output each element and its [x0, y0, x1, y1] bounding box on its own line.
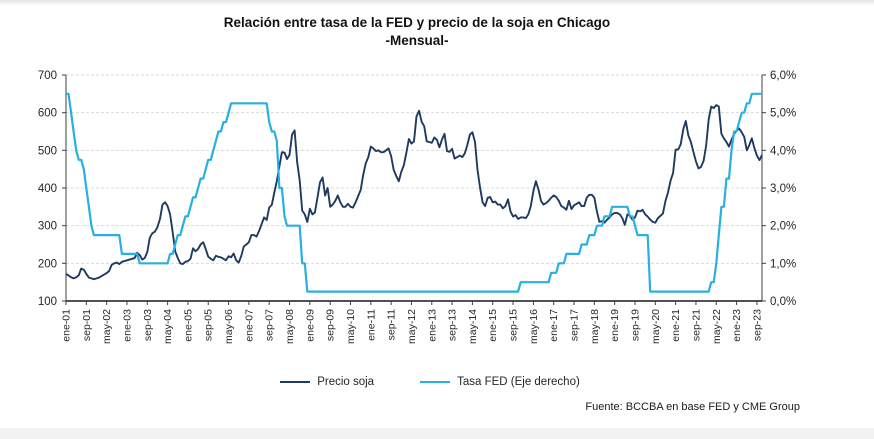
chart-canvas: 100 200 300 400 500 600 700 0,0% 1,0% 2,0% 3,0% 4,0…	[38, 70, 796, 344]
x-axis-label: may-08	[284, 309, 296, 344]
x-axis-label: ene-21	[670, 309, 682, 342]
left-axis-label: 500	[38, 145, 57, 157]
x-axis-label: ene-15	[487, 309, 499, 342]
x-axis-label: may-16	[528, 309, 540, 344]
x-axis-label: sep-11	[386, 309, 398, 340]
left-axis-label: 300	[38, 221, 57, 233]
x-axis-label: ene-11	[365, 309, 377, 341]
x-axis-label: ene-01	[61, 309, 73, 342]
x-axis-label: sep-21	[690, 309, 702, 341]
chart-title-line2: -Mensual-	[385, 33, 449, 48]
x-axis-label: may-04	[162, 309, 174, 344]
chart-title-line1: Relación entre tasa de la FED y precio d…	[223, 15, 611, 30]
right-axis-label: 2,0%	[770, 221, 796, 233]
x-axis-label: may-10	[345, 309, 357, 344]
left-axis-label: 700	[38, 70, 57, 82]
x-axis-label: ene-13	[426, 309, 438, 342]
x-axis-label: may-02	[101, 309, 113, 344]
source-note: Fuente: BCCBA en base FED y CME Group	[585, 401, 800, 413]
right-axis-label: 0,0%	[770, 296, 796, 308]
x-axis-label: sep-17	[569, 309, 581, 341]
x-axis-label: ene-19	[609, 309, 621, 342]
x-axis-label: may-22	[711, 309, 723, 344]
x-axis-label: may-18	[589, 309, 601, 344]
x-axis-label: ene-07	[243, 309, 255, 342]
right-axis-label: 5,0%	[770, 108, 796, 120]
x-axis-label: sep-05	[203, 309, 215, 341]
x-axis-label: ene-05	[182, 309, 194, 342]
x-axis-label: sep-19	[629, 309, 641, 341]
x-axis-label: sep-13	[447, 309, 459, 341]
panel-top-edge	[0, 0, 874, 6]
chart-legend: Precio soja Tasa FED (Eje derecho)	[0, 376, 860, 388]
x-axis-label: sep-01	[81, 309, 93, 341]
legend-label-tasa-fed: Tasa FED (Eje derecho)	[457, 376, 580, 388]
right-axis-label: 1,0%	[770, 258, 796, 270]
right-axis-label: 3,0%	[770, 183, 796, 195]
x-axis-label: ene-17	[548, 309, 560, 342]
left-axis-label: 200	[38, 258, 57, 270]
x-axis-label: sep-07	[264, 309, 276, 341]
x-axis-label: sep-15	[508, 309, 520, 341]
x-axis-label: may-14	[467, 309, 479, 344]
chart-title: Relación entre tasa de la FED y precio d…	[0, 14, 834, 50]
left-axis-label: 400	[38, 183, 57, 195]
x-axis-label: ene-03	[121, 309, 133, 342]
x-axis-label: sep-03	[142, 309, 154, 341]
x-axis-label: may-20	[650, 309, 662, 344]
x-axis-label: sep-09	[325, 309, 337, 341]
right-axis-label: 6,0%	[770, 70, 796, 82]
tasa-fed-line-swatch	[420, 380, 451, 384]
legend-label-precio-soja: Precio soja	[317, 376, 375, 388]
x-axis-label: ene-09	[304, 309, 316, 342]
x-axis-label: may-06	[223, 309, 235, 344]
precio-soja-line	[65, 104, 763, 281]
right-axis-label: 4,0%	[770, 145, 796, 157]
x-axis-label: ene-23	[731, 309, 743, 342]
legend-item-precio-soja: Precio soja	[280, 376, 374, 388]
panel-bottom-edge	[0, 428, 874, 439]
left-axis-label: 600	[38, 108, 57, 120]
x-axis-label: sep-23	[751, 309, 763, 341]
tasa-fed-line	[66, 92, 762, 293]
x-axis-label: may-12	[406, 309, 418, 344]
left-axis-label: 100	[38, 296, 57, 308]
precio-soja-line-swatch	[280, 380, 311, 384]
legend-item-tasa-fed: Tasa FED (Eje derecho)	[420, 376, 580, 388]
